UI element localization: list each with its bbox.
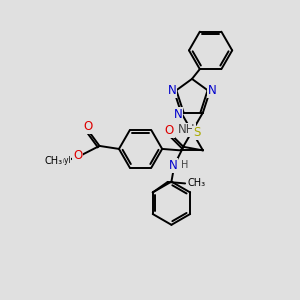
Text: N: N: [174, 107, 182, 121]
Text: N: N: [167, 84, 176, 97]
Text: O: O: [73, 149, 82, 162]
Text: CH₃: CH₃: [45, 156, 63, 166]
Text: N: N: [208, 84, 217, 97]
Text: O: O: [83, 120, 93, 133]
Text: H: H: [181, 160, 188, 170]
Text: O: O: [165, 124, 174, 137]
Text: CH₃: CH₃: [188, 178, 206, 188]
Text: methyl: methyl: [44, 156, 71, 165]
Text: NH: NH: [178, 124, 195, 136]
Text: S: S: [193, 127, 200, 140]
Text: N: N: [169, 159, 177, 172]
